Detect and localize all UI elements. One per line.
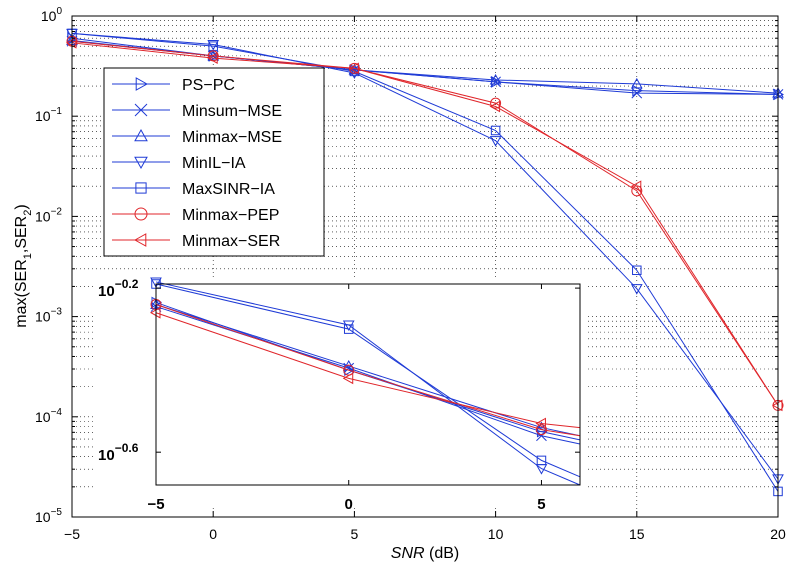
legend-label: MaxSINR−IA — [182, 181, 275, 198]
y-axis-label: max(SER1,SER2) — [13, 204, 34, 327]
legend: PS−PC Minsum−MSE Minmax−MSE MinIL−IA MaxSINR… — [103, 67, 325, 257]
x-tick-label: 0 — [209, 526, 217, 542]
inset-plot: −5 0 5 10−0.2 10−0.6 — [96, 277, 586, 513]
legend-label: PS−PC — [182, 77, 235, 94]
legend-entry-minsum-mse: Minsum−MSE — [112, 103, 282, 120]
legend-label: Minmax−PEP — [182, 207, 279, 224]
inset-frame — [155, 283, 581, 486]
x-tick-label: 15 — [629, 526, 645, 542]
series-line — [71, 32, 779, 480]
inset-series-line — [155, 283, 581, 478]
y-tick-label: 10−3 — [35, 307, 62, 325]
inset-data-point — [536, 455, 547, 466]
data-point — [632, 265, 642, 276]
legend-marker — [134, 156, 148, 170]
inset-data-point — [535, 417, 546, 430]
x-tick-label: 10 — [488, 526, 504, 542]
legend-marker — [133, 233, 147, 247]
main-axis-ticks: −5 0 5 10 15 20 10−5 10−4 10−3 10−2 10−1 100 — [35, 6, 786, 542]
y-tick-label: 10−4 — [35, 407, 62, 425]
y-tick-label: 10−5 — [35, 507, 62, 525]
data-point — [490, 125, 501, 136]
inset-y-tick-label: 10−0.2 — [98, 277, 139, 300]
legend-entry-minmax-mse: Minmax−MSE — [112, 128, 282, 146]
data-point — [348, 68, 361, 80]
inset-x-tick-label: −5 — [147, 496, 164, 513]
inset-data-point — [535, 424, 547, 436]
data-point — [630, 284, 643, 295]
series-line — [71, 40, 779, 406]
data-point — [489, 73, 502, 85]
main-plot-lines — [65, 28, 785, 497]
data-point — [490, 97, 502, 109]
inset-x-tick-label: 5 — [537, 496, 545, 513]
data-point — [631, 87, 643, 99]
inset-series-line — [155, 304, 581, 437]
legend-label: Minmax−SER — [182, 233, 280, 250]
inset-data-point — [343, 324, 354, 334]
series-line — [71, 32, 779, 492]
legend-marker — [134, 207, 148, 221]
legend-marker — [134, 103, 148, 117]
x-axis-label-unit: (dB) — [425, 545, 460, 562]
y-tick-label: 10−1 — [35, 106, 62, 124]
x-tick-label: 5 — [351, 526, 359, 542]
inset-x-tick-label: 0 — [345, 496, 353, 513]
x-axis-label-snr: SNR — [391, 545, 425, 562]
main-plot-frame — [71, 15, 779, 518]
legend-marker — [135, 77, 149, 91]
inset-series-line — [155, 281, 581, 486]
inset-data-point — [342, 372, 354, 385]
inset-data-point — [342, 320, 355, 332]
data-point — [207, 52, 218, 64]
inset-data-point — [536, 430, 547, 442]
legend-entry-minil-ia: MinIL−IA — [112, 155, 246, 172]
x-axis-label: SNR (dB) — [391, 545, 459, 562]
inset-series-minil-ia — [150, 277, 581, 486]
data-point — [630, 77, 643, 89]
legend-entry-minmax-pep: Minmax−PEP — [112, 207, 279, 224]
x-tick-label: −5 — [64, 526, 80, 542]
legend-label: Minmax−MSE — [182, 129, 282, 146]
inset-data-point — [150, 277, 162, 288]
data-point — [630, 180, 642, 193]
legend-entry-ps-pc: PS−PC — [112, 77, 235, 94]
series-line — [71, 42, 779, 406]
y-tick-label: 100 — [41, 6, 63, 24]
data-point — [348, 62, 359, 75]
inset-y-tick-label: 10−0.6 — [98, 441, 139, 464]
legend-marker — [134, 128, 148, 142]
y-tick-label: 10−2 — [35, 206, 62, 224]
data-point — [490, 76, 501, 88]
inset-background — [96, 278, 586, 508]
data-point — [489, 136, 502, 147]
inset-series-line — [155, 312, 581, 429]
legend-entry-maxsinr-ia: MaxSINR−IA — [112, 181, 275, 198]
legend-label: MinIL−IA — [182, 155, 246, 172]
data-point — [207, 39, 220, 51]
legend-marker — [135, 182, 147, 194]
x-tick-label: 20 — [770, 526, 786, 542]
legend-label: Minsum−MSE — [182, 103, 282, 120]
data-point — [489, 100, 501, 113]
legend-entry-minmax-ser: Minmax−SER — [112, 233, 280, 250]
